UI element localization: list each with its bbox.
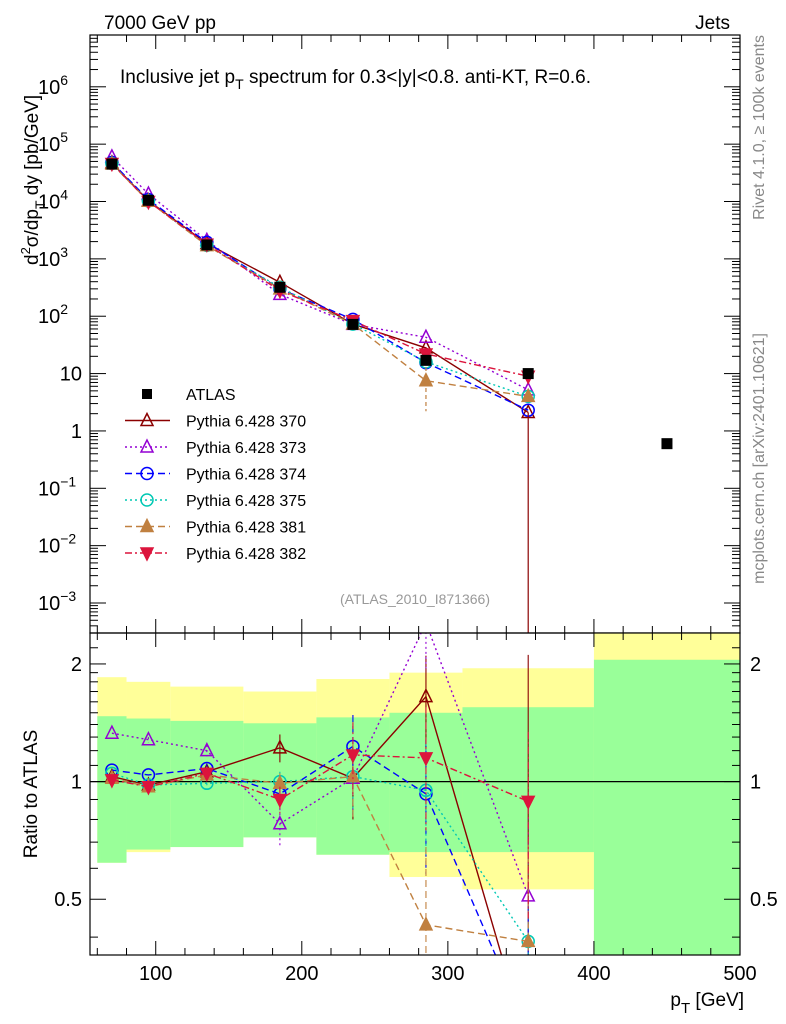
legend-label-1: Pythia 6.428 370 — [186, 414, 306, 431]
y-tick-label: 10 — [60, 364, 82, 386]
ratio-tick-label: 2 — [71, 654, 82, 676]
ratio-series-group — [104, 616, 536, 955]
x-tick-label: 500 — [723, 963, 756, 985]
series-point-5 — [418, 372, 434, 387]
ratio-point-2 — [272, 815, 288, 830]
legend-label-atlas: ATLAS — [186, 387, 236, 404]
analysis-id: (ATLAS_2010_I871366) — [340, 591, 490, 607]
ratio-point-6 — [520, 795, 536, 811]
legend-label-4: Pythia 6.428 375 — [186, 493, 306, 510]
y-tick-label: 10−3 — [38, 588, 76, 615]
series-line-2 — [111, 156, 529, 391]
main-frame — [89, 34, 741, 634]
ratio-point-6 — [345, 749, 361, 764]
ratio-point-5 — [418, 916, 434, 931]
atlas-point — [347, 318, 359, 330]
ratio-point-6 — [418, 752, 434, 767]
x-tick-label: 400 — [577, 963, 610, 985]
ratio-point-6 — [199, 767, 215, 782]
atlas-point — [106, 158, 118, 170]
ratio-y-label: Ratio to ATLAS — [21, 730, 42, 859]
ratio-frame — [89, 632, 741, 956]
y-tick-label: 1 — [71, 421, 82, 443]
series-line-4 — [111, 163, 529, 398]
ratio-tick-label: 0.5 — [750, 889, 778, 911]
series-line-5 — [111, 163, 529, 398]
atlas-point — [142, 194, 154, 206]
legend-label-6: Pythia 6.428 382 — [186, 546, 306, 563]
y-tick-label: 106 — [38, 72, 68, 99]
ratio-tick-label: 1 — [750, 772, 761, 794]
legend-label-2: Pythia 6.428 373 — [186, 440, 306, 457]
y-tick-label: 104 — [38, 187, 68, 214]
y-tick-label: 10−2 — [38, 531, 76, 558]
atlas-point — [420, 354, 432, 366]
atlas-point — [522, 368, 534, 380]
ratio-tick-label: 2 — [750, 654, 761, 676]
ratio-point-2 — [141, 731, 156, 746]
ratio-point-5 — [520, 932, 536, 948]
y-tick-label: 102 — [38, 301, 68, 328]
ratio-point-1 — [272, 739, 288, 754]
atlas-point — [661, 438, 673, 450]
ratio-band-green — [593, 659, 740, 955]
plot-title: Inclusive jet pT spectrum for 0.3<|y|<0.… — [120, 67, 591, 92]
ratio-point-2 — [199, 741, 215, 757]
ratio-panel — [90, 616, 740, 955]
ratio-point-6 — [141, 781, 156, 796]
ratio-band-green — [97, 716, 127, 863]
ratio-tick-label: 1 — [71, 772, 82, 794]
legend-marker-atlas — [142, 389, 152, 399]
x-axis-label: pT [GeV] — [670, 990, 744, 1017]
energy-label: 7000 GeV pp — [104, 13, 216, 34]
series-point-2 — [418, 328, 434, 343]
series-line-6 — [111, 163, 529, 377]
x-tick-label: 100 — [139, 963, 172, 985]
rivet-label: Rivet 4.1.0, ≥ 100k events — [751, 35, 768, 220]
legend-marker-3 — [140, 466, 154, 481]
main-panel — [90, 34, 740, 634]
ratio-point-2 — [420, 616, 432, 628]
legend-marker-4 — [140, 493, 154, 507]
legend-label-5: Pythia 6.428 381 — [186, 520, 306, 537]
legend-marker-6 — [139, 547, 155, 562]
series-point-5 — [520, 387, 536, 403]
y-tick-label: 103 — [38, 244, 68, 271]
y-tick-label: 105 — [38, 129, 68, 156]
x-tick-label: 200 — [285, 963, 318, 985]
process-label: Jets — [695, 13, 730, 34]
x-tick-label: 300 — [431, 963, 464, 985]
legend-marker-5 — [139, 517, 155, 533]
legend-label-3: Pythia 6.428 374 — [186, 467, 306, 484]
ratio-tick-label: 0.5 — [54, 889, 82, 911]
legend: ATLAS Pythia 6.428 370 Pythia 6.428 373 Pyt… — [125, 387, 306, 563]
ratio-point-6 — [104, 774, 120, 789]
atlas-point — [274, 281, 286, 293]
ratio-point-1 — [418, 687, 434, 703]
legend-marker-1 — [139, 411, 155, 427]
atlas-point — [201, 239, 213, 251]
ratio-point-2 — [104, 724, 120, 739]
mcplots-label: mcplots.cern.ch [arXiv:2401.10621] — [751, 333, 768, 584]
ratio-point-6 — [272, 793, 288, 809]
ratio-point-5 — [345, 767, 361, 783]
legend-marker-2 — [139, 438, 155, 453]
y-axis-label: d2σ/dpT dy [pb/GeV] — [18, 95, 48, 265]
y-tick-label: 10−1 — [38, 473, 76, 500]
